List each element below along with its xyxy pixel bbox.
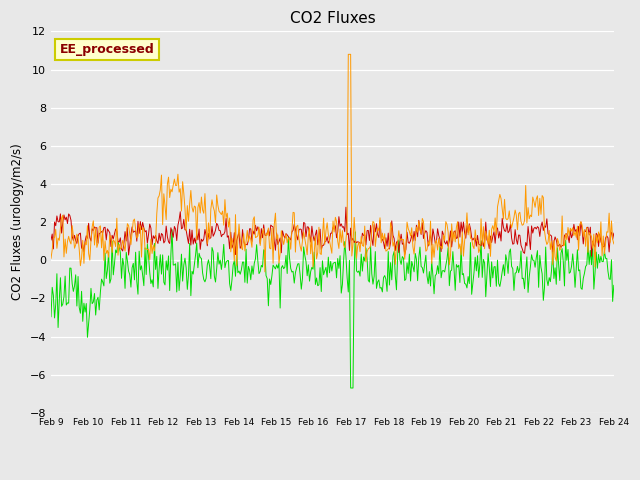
Text: EE_processed: EE_processed [60, 43, 154, 56]
Y-axis label: CO2 Fluxes (urology/m2/s): CO2 Fluxes (urology/m2/s) [11, 144, 24, 300]
Title: CO2 Fluxes: CO2 Fluxes [289, 11, 375, 26]
Legend: gpp_ANNnight, er_ANNnight, wc_gf: gpp_ANNnight, er_ANNnight, wc_gf [154, 476, 511, 480]
